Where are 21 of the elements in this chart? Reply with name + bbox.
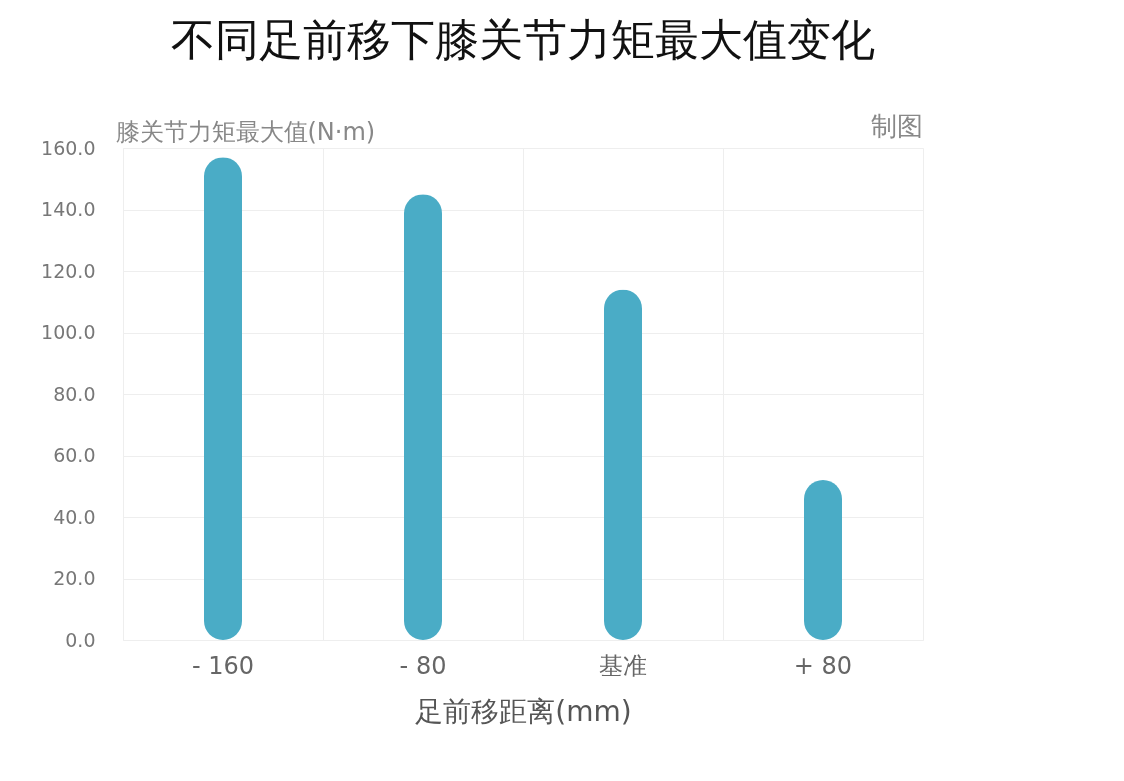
y-tick-label: 40.0	[53, 505, 96, 528]
y-tick-label: 140.0	[41, 198, 96, 220]
y-tick-label: 20.0	[53, 567, 96, 589]
y-tick-label: 120.0	[41, 259, 96, 282]
x-tick-label: - 80	[399, 651, 447, 680]
bar	[204, 157, 242, 640]
bar	[804, 480, 842, 640]
bar	[404, 194, 442, 640]
x-tick-label: + 80	[793, 651, 853, 680]
x-tick-label: - 160	[191, 651, 255, 680]
x-axis-title: 足前移距离(mm)	[415, 694, 632, 728]
bar	[604, 289, 642, 640]
y-tick-label: 80.0	[53, 382, 96, 405]
x-tick-label: 基准	[599, 651, 647, 680]
y-tick-label: 160.0	[41, 136, 96, 159]
y-tick-label: 60.0	[53, 444, 96, 466]
y-tick-label: 0.0	[65, 628, 96, 651]
y-tick-label: 100.0	[41, 321, 96, 343]
text: 制图	[871, 111, 923, 141]
y-axis-title: 膝关节力矩最大值(N·m)	[115, 117, 376, 146]
chart-title: 不同足前移下膝关节力矩最大值变化	[171, 14, 875, 65]
